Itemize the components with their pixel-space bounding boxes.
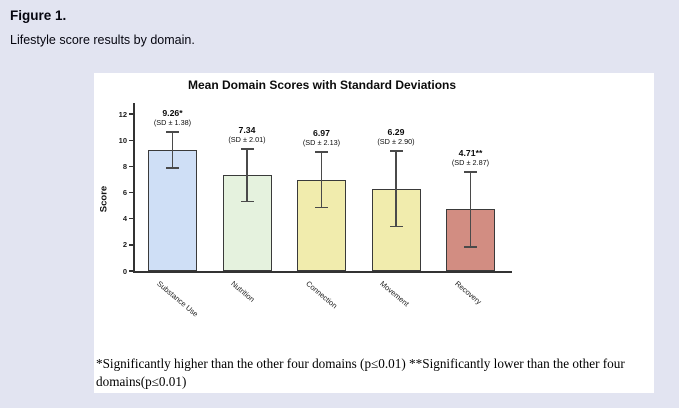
- x-axis-label-recovery: Recovery: [452, 279, 483, 307]
- x-axis-label-connection: Connection: [303, 279, 339, 311]
- y-tick-label: 8: [122, 161, 127, 171]
- bar-sd-label: (SD ± 1.38): [153, 117, 192, 127]
- figure-caption: Lifestyle score results by domain.: [10, 33, 195, 47]
- bar-value-label: 9.26*: [162, 107, 183, 118]
- error-cap-top-substance-use: [166, 131, 179, 133]
- x-axis-label-movement: Movement: [378, 279, 411, 309]
- bar-sd-label: (SD ± 2.90): [377, 136, 415, 146]
- significance-footnote: *Significantly higher than the other fou…: [96, 355, 650, 391]
- chart-canvas: Mean Domain Scores with Standard Deviati…: [94, 73, 654, 393]
- bar-annotation-recovery: 4.71** (SD ± 2.87): [426, 148, 516, 167]
- bar-substance-use: [148, 149, 197, 271]
- bar-annotation-connection: 6.97 (SD ± 2.13): [277, 128, 367, 147]
- bar-value-label: 6.29: [387, 126, 405, 137]
- y-axis-line: [133, 103, 135, 272]
- error-cap-bottom-connection: [315, 206, 328, 209]
- bar-value-label: 7.34: [238, 124, 256, 135]
- error-cap-bottom-nutrition: [240, 200, 254, 203]
- x-axis-line: [133, 271, 512, 273]
- y-tick: [128, 217, 133, 220]
- error-bar-substance-use: [171, 131, 174, 168]
- figure-header: Figure 1. Lifestyle score results by dom…: [10, 8, 195, 47]
- bar-annotation-substance-use: 9.26* (SD ± 1.38): [128, 108, 218, 127]
- x-axis-label-nutrition: Nutrition: [229, 279, 257, 304]
- y-tick: [128, 270, 133, 272]
- error-cap-top-connection: [315, 151, 328, 153]
- figure-label: Figure 1.: [10, 8, 67, 23]
- error-bar-recovery: [469, 171, 472, 247]
- bar-value-label: 4.71**: [458, 147, 483, 158]
- y-tick-label: 12: [118, 109, 127, 119]
- chart-title: Mean Domain Scores with Standard Deviati…: [187, 78, 457, 92]
- y-tick: [128, 113, 133, 115]
- chart-panel: Mean Domain Scores with Standard Deviati…: [94, 73, 654, 393]
- y-tick: [128, 139, 133, 141]
- bar-sd-label: (SD ± 2.87): [451, 157, 490, 167]
- x-axis-label-substance-use: Substance Use: [154, 279, 200, 319]
- bar-annotation-movement: 6.29 (SD ± 2.90): [351, 127, 441, 146]
- y-tick: [128, 244, 133, 246]
- bar-value-label: 6.97: [313, 127, 330, 138]
- footnote-line: domains(p≤0.01): [96, 374, 187, 390]
- error-bar-connection: [320, 151, 323, 208]
- y-tick-label: 2: [122, 240, 127, 250]
- bar-annotation-nutrition: 7.34 (SD ± 2.01): [202, 125, 292, 144]
- error-cap-bottom-substance-use: [166, 167, 179, 169]
- y-tick-label: 10: [118, 135, 127, 145]
- y-tick-label: 4: [122, 214, 127, 224]
- bar-sd-label: (SD ± 2.01): [228, 134, 266, 144]
- error-bar-movement: [395, 150, 397, 227]
- error-cap-bottom-recovery: [464, 246, 477, 248]
- error-cap-top-recovery: [464, 171, 477, 173]
- error-cap-top-nutrition: [240, 148, 254, 150]
- y-tick: [128, 165, 133, 168]
- error-cap-bottom-movement: [389, 225, 403, 228]
- y-tick: [128, 191, 133, 194]
- y-tick-label: 0: [122, 266, 127, 276]
- bar-sd-label: (SD ± 2.13): [302, 137, 341, 147]
- error-bar-nutrition: [246, 148, 248, 202]
- error-cap-top-movement: [389, 150, 403, 152]
- footnote-line: *Significantly higher than the other fou…: [96, 356, 625, 371]
- y-tick-label: 6: [122, 188, 127, 198]
